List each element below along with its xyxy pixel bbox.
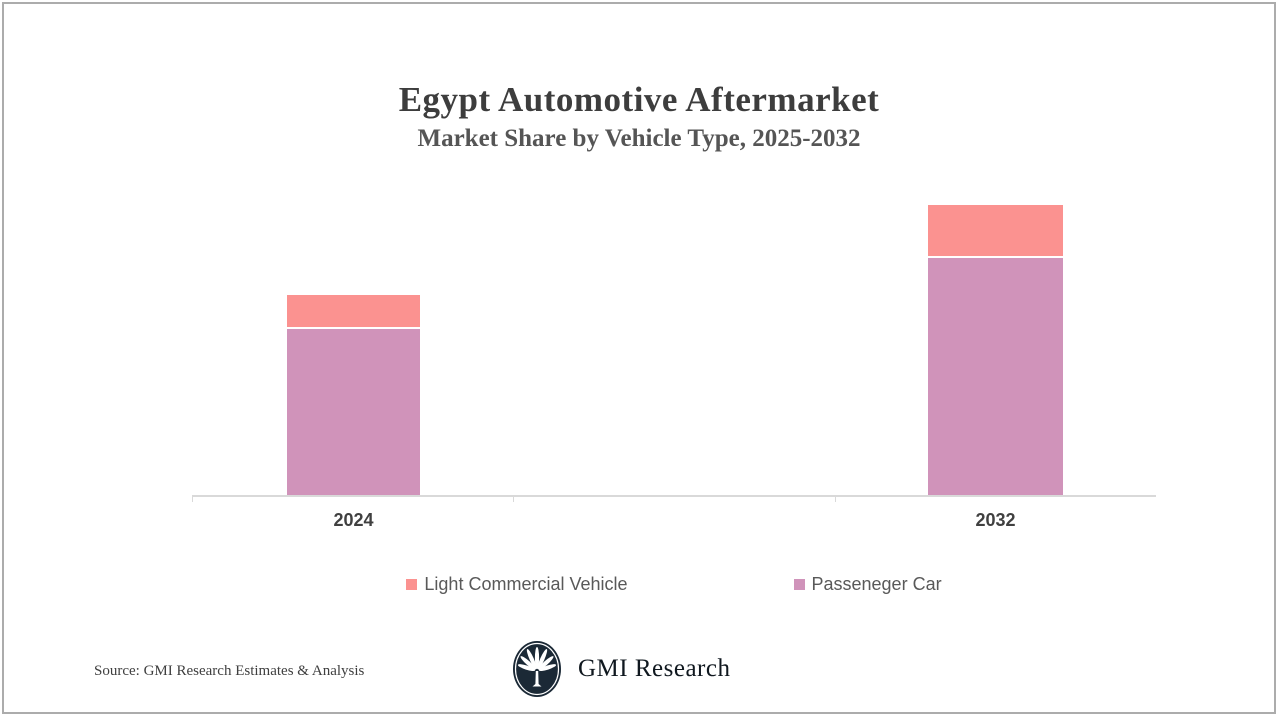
x-axis-tick <box>192 495 193 502</box>
brand-name: GMI Research <box>578 655 731 682</box>
legend-label: Light Commercial Vehicle <box>424 574 628 594</box>
legend-item-passenger-car: Passeneger Car <box>793 574 942 595</box>
legend: Light Commercial Vehicle Passeneger Car <box>192 574 1156 595</box>
x-axis-label-2024: 2024 <box>333 510 374 530</box>
gmi-palm-logo-icon <box>513 641 561 697</box>
legend-swatch-light-commercial-vehicle <box>406 579 418 590</box>
legend-label: Passeneger Car <box>811 574 942 594</box>
x-axis-line <box>192 495 1156 497</box>
x-axis-tick <box>513 495 514 502</box>
x-axis-label-2032: 2032 <box>975 510 1016 530</box>
brand-logo-group: GMI Research <box>512 640 730 698</box>
bar-segment-light-commercial-vehicle <box>287 295 420 327</box>
bar-segment-passenger-car <box>287 329 420 495</box>
bar-segment-light-commercial-vehicle <box>928 205 1063 256</box>
plot-area <box>192 184 1156 502</box>
source-note: Source: GMI Research Estimates & Analysi… <box>94 663 365 679</box>
bar-segment-passenger-car <box>928 258 1063 495</box>
chart-title: Egypt Automotive Aftermarket <box>398 80 880 119</box>
x-axis-tick <box>835 495 836 502</box>
chart-subtitle: Market Share by Vehicle Type, 2025-2032 <box>417 125 861 152</box>
stacked-bar-2032 <box>928 205 1063 495</box>
legend-swatch-passenger-car <box>793 579 805 590</box>
legend-item-light-commercial-vehicle: Light Commercial Vehicle <box>406 574 628 595</box>
stacked-bar-2024 <box>287 295 420 495</box>
